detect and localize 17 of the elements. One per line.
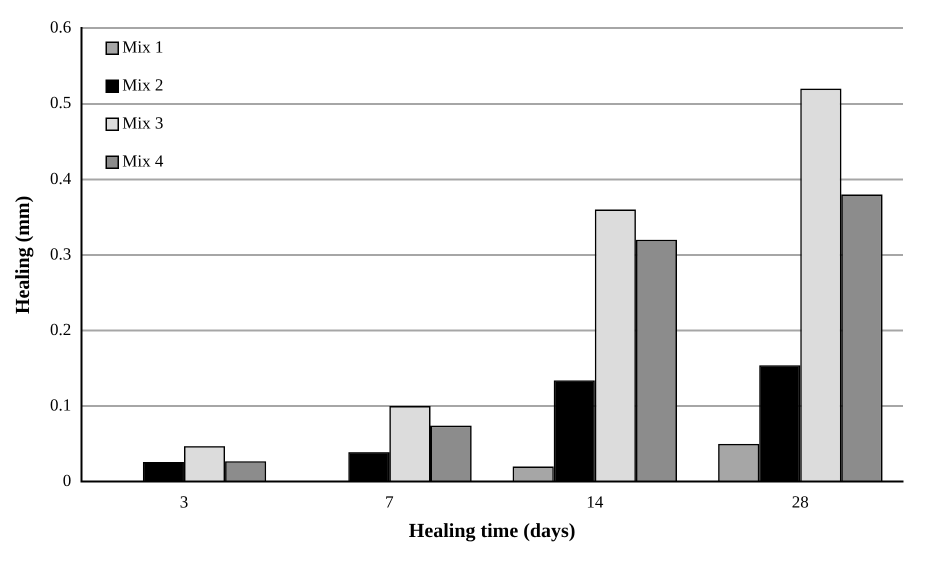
legend-label: Mix 3 [122,114,164,133]
y-tick-label: 0.6 [50,18,72,37]
legend-label: Mix 2 [122,76,164,95]
y-tick-label: 0.3 [50,244,72,264]
y-tick-label: 0 [62,471,72,490]
legend-label: Mix 1 [122,38,164,57]
y-axis-title: Healing (mm) [12,196,34,314]
y-tick-label: 0.1 [50,396,72,414]
legend-label: Mix 4 [122,152,164,171]
x-tick-label: 3 [180,492,188,512]
x-tick-label: 7 [385,492,394,512]
x-tick-label: 14 [586,492,604,512]
x-tick-label: 28 [792,492,809,512]
y-tick-label: 0.4 [50,168,72,188]
x-axis-title: Healing time (days) [408,520,576,542]
y-tick-label: 0.5 [50,93,72,112]
y-tick-label: 0.2 [50,320,72,339]
